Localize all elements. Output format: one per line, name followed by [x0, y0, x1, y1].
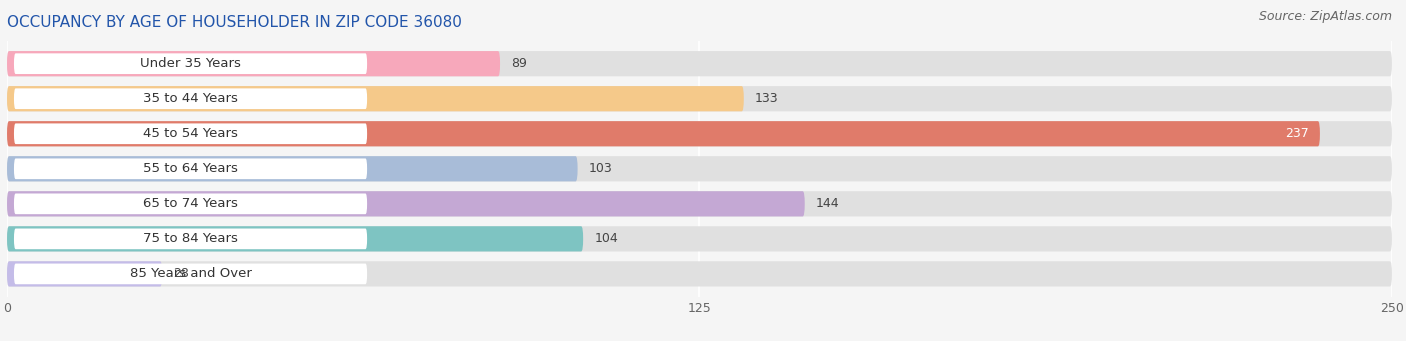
FancyBboxPatch shape [7, 261, 162, 286]
FancyBboxPatch shape [7, 51, 501, 76]
Text: 45 to 54 Years: 45 to 54 Years [143, 127, 238, 140]
FancyBboxPatch shape [7, 86, 1392, 112]
FancyBboxPatch shape [14, 53, 367, 74]
FancyBboxPatch shape [7, 156, 1392, 181]
FancyBboxPatch shape [14, 159, 367, 179]
Text: 104: 104 [595, 232, 619, 246]
Text: 144: 144 [815, 197, 839, 210]
FancyBboxPatch shape [7, 121, 1392, 146]
FancyBboxPatch shape [14, 228, 367, 249]
Text: 65 to 74 Years: 65 to 74 Years [143, 197, 238, 210]
Text: 28: 28 [173, 267, 188, 280]
FancyBboxPatch shape [7, 121, 1320, 146]
Text: 85 Years and Over: 85 Years and Over [129, 267, 252, 280]
FancyBboxPatch shape [14, 264, 367, 284]
Text: 55 to 64 Years: 55 to 64 Years [143, 162, 238, 175]
FancyBboxPatch shape [14, 123, 367, 144]
FancyBboxPatch shape [7, 261, 1392, 286]
FancyBboxPatch shape [7, 191, 804, 217]
Text: Source: ZipAtlas.com: Source: ZipAtlas.com [1258, 10, 1392, 23]
FancyBboxPatch shape [14, 88, 367, 109]
FancyBboxPatch shape [7, 156, 578, 181]
Text: 133: 133 [755, 92, 779, 105]
FancyBboxPatch shape [7, 51, 1392, 76]
Text: 103: 103 [589, 162, 613, 175]
Text: 75 to 84 Years: 75 to 84 Years [143, 232, 238, 246]
FancyBboxPatch shape [7, 226, 1392, 251]
Text: 89: 89 [512, 57, 527, 70]
FancyBboxPatch shape [7, 86, 744, 112]
FancyBboxPatch shape [14, 193, 367, 214]
Text: 35 to 44 Years: 35 to 44 Years [143, 92, 238, 105]
Text: Under 35 Years: Under 35 Years [141, 57, 240, 70]
FancyBboxPatch shape [7, 226, 583, 251]
Text: 237: 237 [1285, 127, 1309, 140]
FancyBboxPatch shape [7, 191, 1392, 217]
Text: OCCUPANCY BY AGE OF HOUSEHOLDER IN ZIP CODE 36080: OCCUPANCY BY AGE OF HOUSEHOLDER IN ZIP C… [7, 15, 463, 30]
